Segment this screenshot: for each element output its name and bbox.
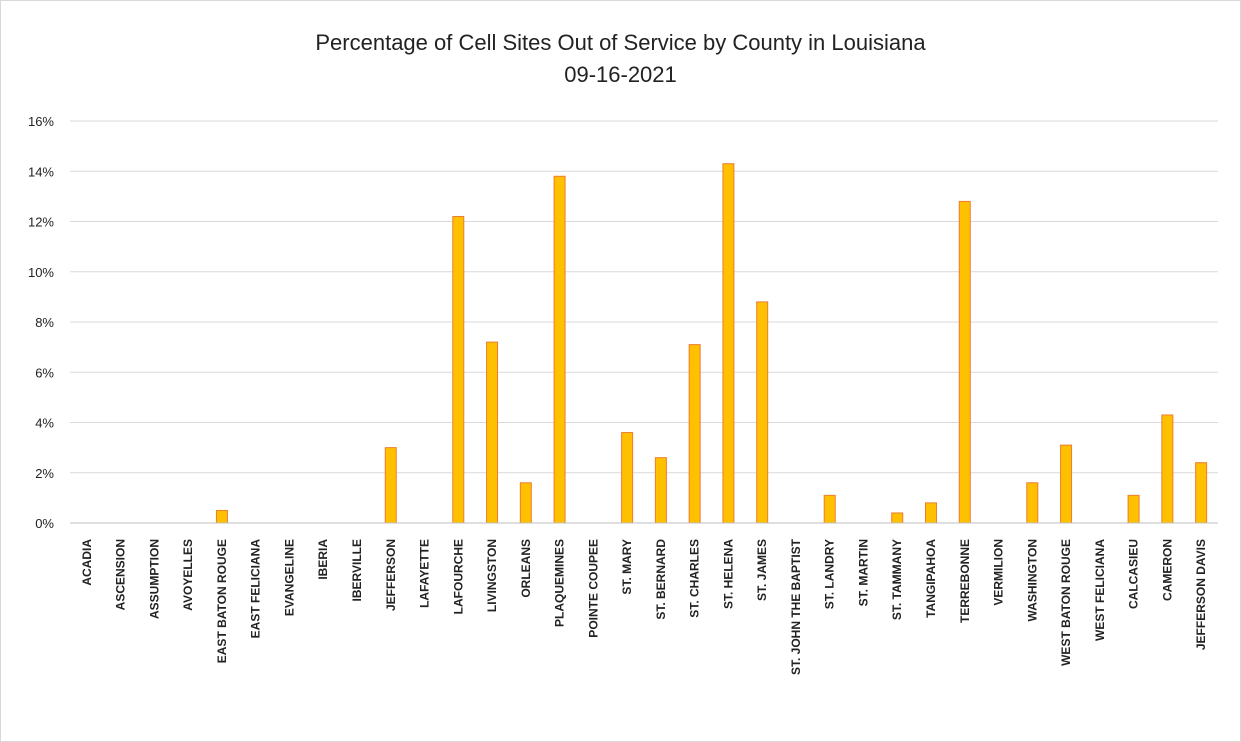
bar <box>452 215 465 524</box>
bar <box>1127 494 1140 524</box>
y-tick-label: 2% <box>35 466 54 481</box>
x-category-label: ST. CHARLES <box>688 539 702 618</box>
x-category-label: CALCASIEU <box>1127 539 1141 609</box>
y-axis-tick-labels: 0% 2% 4% 6% 8% 10% 12% 14% 16% <box>28 114 54 531</box>
x-category-label: POINTE COUPEE <box>586 539 600 638</box>
y-tick-label: 10% <box>28 265 54 280</box>
x-category-label: TERREBONNE <box>958 539 972 623</box>
bar <box>486 341 499 524</box>
x-category-label: ASCENSION <box>114 539 128 610</box>
bar <box>688 344 701 524</box>
bar <box>1161 414 1174 524</box>
x-category-label: ST. LANDRY <box>823 539 837 609</box>
bar <box>1026 482 1039 524</box>
bar <box>1060 444 1073 524</box>
bar <box>722 163 735 524</box>
bar <box>756 301 769 524</box>
x-category-label: EVANGELINE <box>282 539 296 616</box>
y-tick-label: 6% <box>35 365 54 380</box>
x-category-label: ST. MARTIN <box>856 539 870 606</box>
x-category-label: ST. BERNARD <box>654 539 668 620</box>
x-category-label: WASHINGTON <box>1025 539 1039 621</box>
bar <box>925 502 937 524</box>
x-category-label: LAFAYETTE <box>418 539 432 608</box>
y-tick-label: 12% <box>28 215 54 230</box>
x-category-label: ST. JAMES <box>755 539 769 601</box>
gridlines <box>70 120 1218 524</box>
bar <box>384 447 397 524</box>
y-tick-label: 4% <box>35 416 54 431</box>
x-category-label: ST. HELENA <box>721 539 735 609</box>
bar <box>1195 462 1208 524</box>
x-category-label: CAMERON <box>1160 539 1174 601</box>
x-category-label: IBERIA <box>316 539 330 580</box>
x-category-label: JEFFERSON DAVIS <box>1194 539 1208 650</box>
bar <box>654 457 667 524</box>
x-category-label: IBERVILLE <box>350 539 364 601</box>
x-category-label: WEST BATON ROUGE <box>1059 539 1073 666</box>
bar <box>621 432 634 524</box>
y-tick-label: 14% <box>28 164 54 179</box>
x-category-label: ACADIA <box>80 539 94 586</box>
bar <box>553 175 566 524</box>
chart-title: Percentage of Cell Sites Out of Service … <box>315 30 926 55</box>
y-tick-label: 0% <box>35 516 54 531</box>
x-category-label: ORLEANS <box>519 539 533 598</box>
x-category-label: EAST BATON ROUGE <box>215 539 229 663</box>
y-tick-label: 8% <box>35 315 54 330</box>
bars <box>215 163 1208 524</box>
x-category-label: JEFFERSON <box>384 539 398 611</box>
bar <box>823 494 836 524</box>
x-category-label: PLAQUEMINES <box>553 539 567 627</box>
bar <box>958 200 971 524</box>
bar <box>891 512 904 524</box>
x-category-label: AVOYELLES <box>181 539 195 611</box>
x-category-label: ST. TAMMANY <box>890 539 904 620</box>
bar <box>519 482 532 524</box>
x-category-label: ST. MARY <box>620 539 634 595</box>
x-category-label: ST. JOHN THE BAPTIST <box>789 538 803 675</box>
x-axis-category-labels: ACADIA ASCENSION ASSUMPTION AVOYELLES EAST B… <box>80 538 1208 675</box>
x-category-label: TANGIPAHOA <box>924 539 938 618</box>
x-category-label: LIVINGSTON <box>485 539 499 612</box>
x-category-label: ASSUMPTION <box>147 539 161 619</box>
bar <box>215 509 228 524</box>
y-tick-label: 16% <box>28 114 54 129</box>
x-category-label: EAST FELICIANA <box>249 539 263 639</box>
x-category-label: VERMILION <box>992 539 1006 606</box>
x-category-label: LAFOURCHE <box>451 539 465 614</box>
chart-subtitle: 09-16-2021 <box>564 62 677 87</box>
x-category-label: WEST FELICIANA <box>1093 539 1107 641</box>
